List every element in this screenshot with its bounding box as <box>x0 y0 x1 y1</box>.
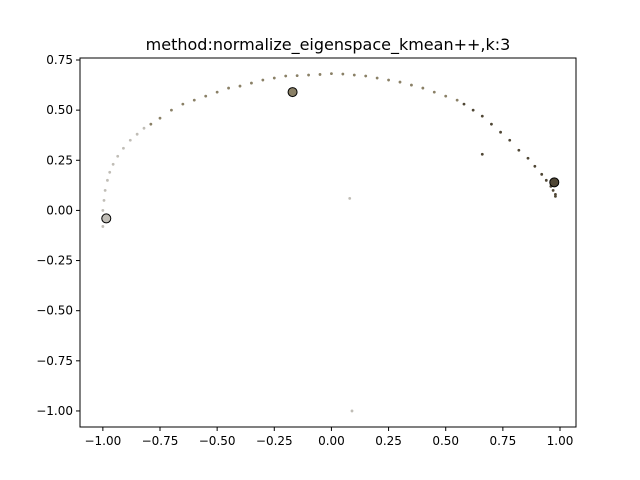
y-axis: 0.75 0.50 0.25 0.00 −0.25 −0.50 −0.75 −1.00 <box>36 53 80 418</box>
data-point <box>387 78 390 82</box>
data-point <box>554 194 557 198</box>
data-point <box>490 122 493 126</box>
data-point <box>181 102 185 106</box>
data-point <box>238 84 242 88</box>
x-tick-label: 0.00 <box>318 434 345 448</box>
data-point <box>204 94 208 98</box>
y-tick-label: 0.00 <box>46 203 73 217</box>
data-point <box>149 122 153 126</box>
data-point <box>455 98 459 102</box>
data-point <box>444 94 448 98</box>
data-point <box>170 108 173 112</box>
y-tick-label: 0.50 <box>46 103 73 117</box>
data-point <box>108 170 112 174</box>
data-point <box>318 73 322 76</box>
x-tick-label: 1.00 <box>547 434 574 448</box>
data-point <box>341 72 345 76</box>
y-tick-label: −0.75 <box>36 354 73 368</box>
data-point <box>261 78 265 82</box>
x-tick-label: 0.50 <box>432 434 459 448</box>
data-point <box>480 152 484 156</box>
y-tick-label: 0.25 <box>46 153 73 167</box>
centroid-marker <box>287 87 298 98</box>
x-axis: −1.00 −0.75 −0.50 −0.25 0.00 0.25 0.50 0.75 1.00 <box>84 427 573 448</box>
data-point <box>295 74 299 78</box>
data-point <box>135 132 139 136</box>
data-point <box>471 108 475 112</box>
data-point <box>284 74 288 78</box>
data-point <box>101 209 105 212</box>
data-point <box>103 188 107 192</box>
data-point <box>508 138 512 142</box>
x-tick-label: 0.75 <box>489 434 516 448</box>
y-tick-label: −1.00 <box>36 404 73 418</box>
data-point <box>158 116 162 120</box>
data-point <box>215 90 219 94</box>
centroid-marker <box>101 213 112 224</box>
data-point <box>551 188 555 192</box>
y-tick-label: −0.50 <box>36 304 73 318</box>
data-point <box>554 192 557 196</box>
data-point <box>348 196 352 200</box>
data-point <box>250 81 253 85</box>
data-point <box>272 76 276 80</box>
data-point <box>192 98 196 102</box>
data-point <box>480 114 484 118</box>
data-point <box>350 409 354 413</box>
data-point <box>330 72 333 76</box>
chart-title: method:normalize_eigenspace_kmean++,k:3 <box>146 35 511 55</box>
data-point <box>499 130 502 134</box>
y-tick-label: −0.25 <box>36 254 73 268</box>
x-tick-label: −0.50 <box>199 434 236 448</box>
data-point <box>227 86 230 90</box>
data-point <box>102 198 106 202</box>
data-point <box>142 126 146 130</box>
plot-area <box>101 72 560 413</box>
data-point <box>111 162 115 166</box>
data-point <box>398 80 402 84</box>
data-point <box>122 146 125 150</box>
data-point <box>364 74 368 78</box>
x-tick-label: −0.25 <box>256 434 293 448</box>
x-tick-label: −0.75 <box>142 434 179 448</box>
y-tick-label: 0.75 <box>46 53 73 67</box>
plot-frame <box>79 57 577 428</box>
data-point <box>128 138 132 142</box>
data-point <box>421 86 425 90</box>
data-point <box>462 102 466 106</box>
data-point <box>106 178 109 182</box>
data-point <box>544 178 548 182</box>
data-point <box>432 90 436 94</box>
data-point <box>101 225 105 228</box>
data-point <box>307 73 310 77</box>
data-point <box>540 172 544 176</box>
data-point <box>352 73 356 77</box>
x-tick-label: −1.00 <box>84 434 121 448</box>
data-point <box>375 76 379 80</box>
x-tick-label: 0.25 <box>375 434 402 448</box>
data-point <box>517 148 521 152</box>
data-point <box>116 154 120 158</box>
centroid-marker <box>549 177 560 188</box>
data-point <box>533 164 537 168</box>
data-point <box>410 83 413 87</box>
data-point <box>526 156 530 160</box>
